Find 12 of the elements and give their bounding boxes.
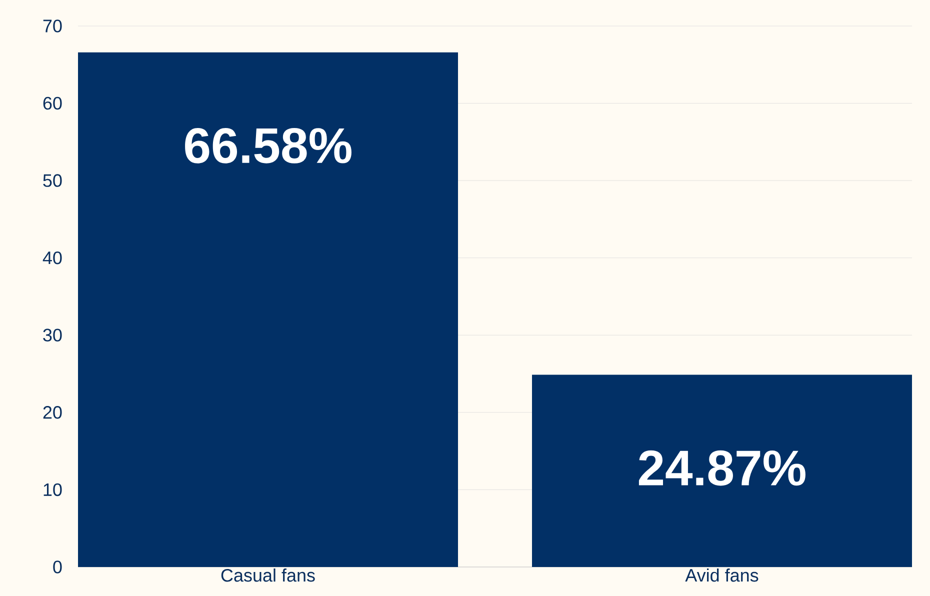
data-label: 24.87% <box>638 450 806 486</box>
data-label: 66.58% <box>185 128 352 164</box>
y-tick-label: 70 <box>43 20 62 32</box>
y-tick-label: 30 <box>43 328 62 342</box>
y-tick-label: 20 <box>43 406 62 419</box>
y-tick-label: 60 <box>43 96 62 110</box>
x-tick-label: Avid fans <box>685 568 758 582</box>
y-tick-label: 10 <box>44 483 62 496</box>
y-tick-label: 0 <box>53 560 62 574</box>
y-tick-label: 40 <box>42 251 62 264</box>
x-tick-label: Casual fans <box>221 568 315 582</box>
y-tick-label: 50 <box>43 174 62 187</box>
